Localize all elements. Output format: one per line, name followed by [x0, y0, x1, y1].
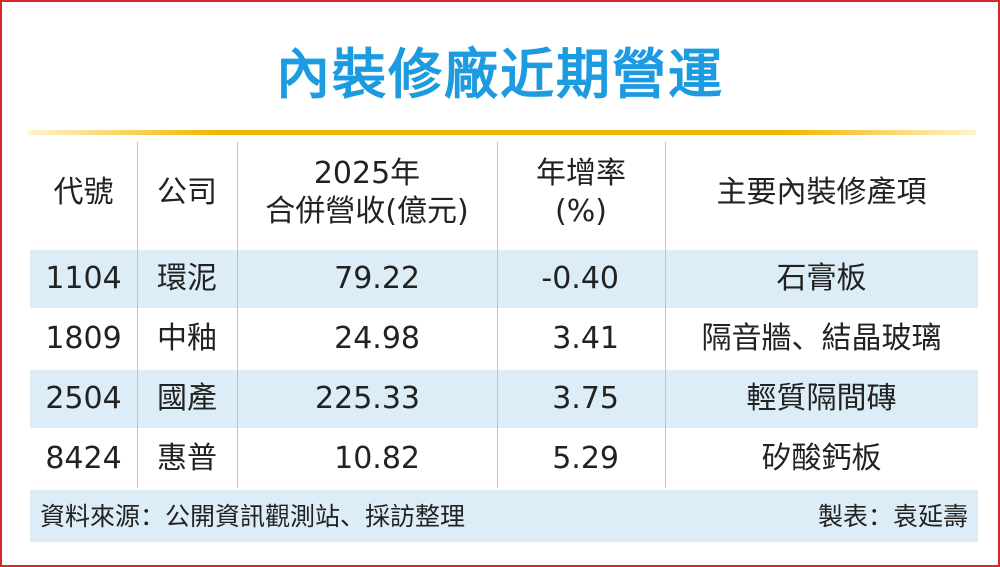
column-header: 公司	[157, 175, 217, 210]
table-cell: 矽酸鈣板	[761, 441, 882, 476]
column-header: (%)	[555, 194, 607, 229]
source-note: 資料來源：公開資訊觀測站、採訪整理	[40, 502, 466, 531]
column-header: 主要內裝修產項	[716, 175, 927, 210]
row-band	[30, 250, 978, 308]
column-divider	[497, 142, 498, 488]
table-cell: 3.75	[552, 381, 619, 416]
table-cell: 國產	[157, 381, 217, 416]
column-divider	[665, 142, 666, 488]
table-cell: 5.29	[552, 441, 619, 476]
author-note: 製表：袁延壽	[817, 502, 968, 531]
table-cell: 石膏板	[776, 261, 867, 296]
column-header: 年增率	[536, 156, 626, 191]
column-divider	[237, 142, 238, 488]
table-cell: 1809	[45, 321, 122, 356]
table-cell: 8424	[45, 441, 122, 476]
table-cell: 隔音牆、結晶玻璃	[701, 321, 942, 356]
table-cell: -0.40	[541, 261, 619, 296]
column-divider	[137, 142, 138, 488]
table-cell: 225.33	[315, 381, 420, 416]
table-cell: 惠普	[157, 441, 217, 476]
table-cell: 中釉	[157, 321, 217, 356]
title-rule	[28, 130, 976, 135]
table-cell: 輕質隔間磚	[746, 381, 897, 416]
table-cell: 1104	[45, 261, 122, 296]
table-cell: 24.98	[334, 321, 420, 356]
table-cell: 10.82	[334, 441, 420, 476]
table-cell: 79.22	[334, 261, 420, 296]
table-cell: 環泥	[157, 261, 217, 296]
title: 內裝修廠近期營運	[276, 43, 724, 106]
row-band	[30, 370, 978, 428]
footer-band	[30, 490, 978, 542]
table-cell: 2504	[45, 381, 122, 416]
table-cell: 3.41	[552, 321, 619, 356]
column-header: 2025年	[313, 156, 421, 191]
column-header: 合併營收(億元)	[265, 194, 469, 229]
column-header: 代號	[53, 175, 114, 210]
